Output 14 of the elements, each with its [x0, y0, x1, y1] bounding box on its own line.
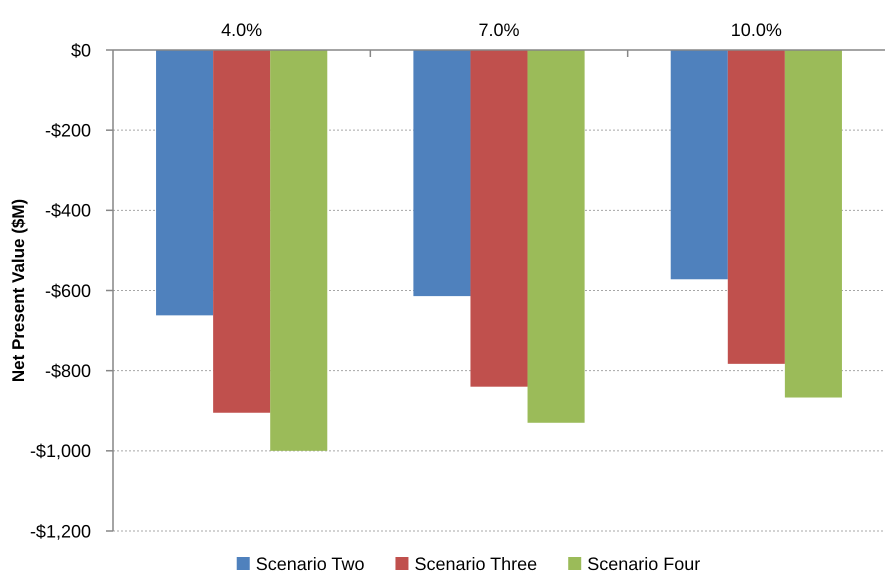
y-tick-label: $0	[70, 40, 91, 60]
y-tick-label: -$600	[44, 280, 91, 301]
legend-label: Scenario Four	[587, 554, 700, 574]
x-tick-label: 10.0%	[730, 20, 782, 40]
x-tick-label: 7.0%	[478, 20, 520, 40]
y-tick-label: -$800	[44, 360, 91, 381]
y-tick-label: -$400	[44, 200, 91, 221]
legend-label: Scenario Two	[256, 554, 364, 574]
x-tick-label: 4.0%	[221, 20, 262, 40]
y-axis-title: Net Present Value ($M)	[9, 198, 28, 382]
legend-label: Scenario Three	[414, 554, 538, 574]
y-tick-label: -$1,200	[30, 521, 91, 542]
y-tick-label: -$200	[44, 120, 91, 140]
y-tick-label: -$1,000	[30, 441, 91, 462]
